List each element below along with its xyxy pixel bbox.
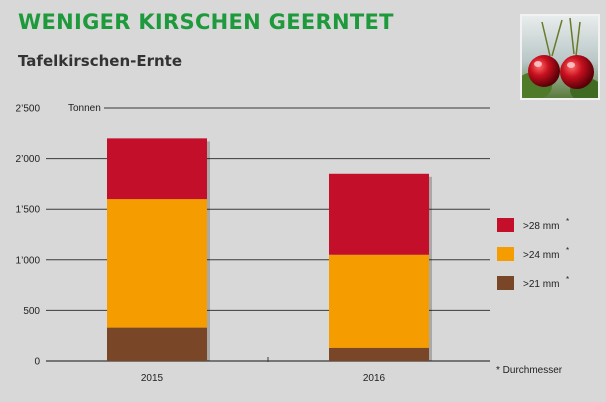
bar-segment [329, 347, 429, 361]
bar-segment [107, 138, 207, 200]
legend-label: >24 mm [523, 250, 559, 261]
y-tick-label: 0 [34, 357, 40, 368]
legend: >28 mm * >24 mm * >21 mm * [497, 217, 569, 290]
legend-swatch [497, 218, 514, 232]
footnote: * Durchmesser [496, 365, 563, 376]
bars [107, 138, 432, 361]
y-tick-label: 1’500 [16, 205, 41, 216]
y-tick-label: 1’000 [16, 255, 41, 266]
legend-marker: * [566, 275, 569, 284]
chart-subtitle: Tafelkirschen-Ernte [18, 52, 183, 70]
legend-swatch [497, 247, 514, 261]
y-tick-label: 500 [23, 306, 40, 317]
y-axis-label: Tonnen [68, 103, 101, 114]
chart-title: WENIGER KIRSCHEN GEERNTET [18, 10, 394, 34]
cherries-photo [520, 14, 600, 100]
legend-label: >21 mm [523, 279, 559, 290]
legend-marker: * [566, 246, 569, 255]
y-tick-label: 2’500 [16, 104, 41, 115]
bar-segment [107, 199, 207, 328]
cherries-icon [522, 16, 598, 98]
legend-label: >28 mm [523, 221, 559, 232]
legend-marker: * [566, 217, 569, 226]
y-tick-label: 2’000 [16, 154, 41, 165]
bar-segment [329, 173, 429, 255]
bar-segment [329, 254, 429, 348]
y-axis-ticks: 0 500 1’000 1’500 2’000 2’500 [16, 104, 41, 368]
x-axis-ticks: 2015 2016 [141, 373, 386, 384]
x-tick-label: 2015 [141, 373, 164, 384]
x-tick-label: 2016 [363, 373, 386, 384]
bar-segment [107, 327, 207, 361]
legend-swatch [497, 276, 514, 290]
